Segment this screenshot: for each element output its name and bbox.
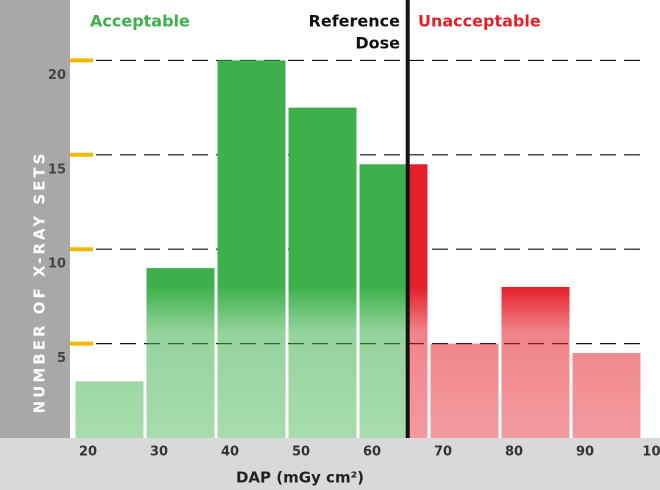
bar [288,107,357,439]
y-tick-label: 20 [48,68,66,83]
x-tick-label: 40 [221,445,239,460]
x-tick-label: 70 [434,445,452,460]
unacceptable-label: Unacceptable [418,12,541,31]
bar [359,164,408,438]
x-tick-label: 20 [79,445,97,460]
x-tick-label: 90 [576,445,594,460]
y-tick-label: 15 [48,162,66,177]
x-band [0,438,660,490]
x-axis-label: DAP (mGy cm²) [236,469,364,487]
bar [501,286,570,438]
bar [572,353,641,438]
y-axis-label: NUMBER OF X-RAY SETS [31,151,49,414]
y-tick-label: 5 [57,351,66,366]
bar [75,381,144,438]
bar [217,60,286,439]
reference-label: Dose [355,34,400,53]
x-tick-label: 80 [505,445,523,460]
y-tick-label: 10 [48,257,66,272]
acceptable-label: Acceptable [90,12,190,31]
bar [146,268,215,438]
y-band [0,0,70,438]
bar [430,343,499,438]
x-tick-label: 100 [642,445,660,460]
x-tick-label: 30 [150,445,168,460]
reference-label: Reference [309,12,401,31]
bar [407,164,428,438]
x-tick-label: 50 [292,445,310,460]
x-tick-label: 60 [363,445,381,460]
